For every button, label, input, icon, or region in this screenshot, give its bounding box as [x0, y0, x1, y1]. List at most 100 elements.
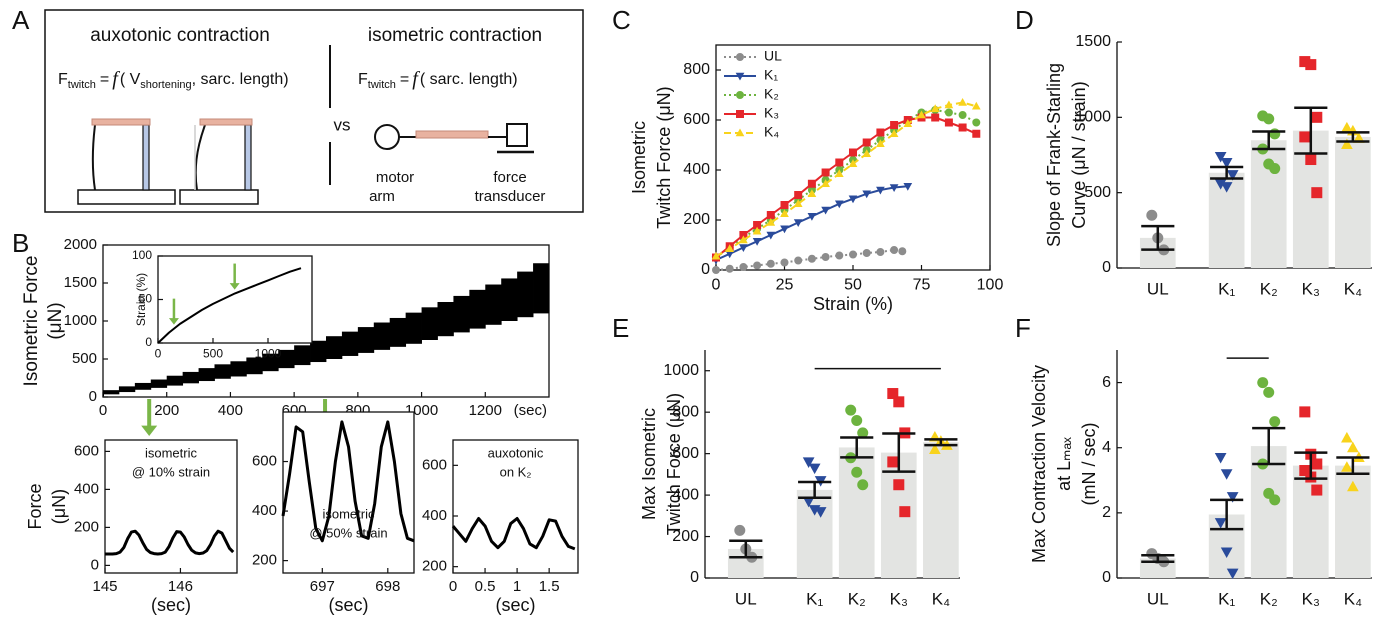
y-tick-label: 600	[672, 445, 699, 462]
x-axis-label: (sec)	[496, 595, 536, 615]
y-tick-label: 400	[422, 507, 447, 524]
y-tick-label: 0	[91, 556, 99, 573]
marker	[725, 264, 734, 273]
force-band	[421, 307, 438, 340]
y-axis-label: Strain (%)	[134, 273, 148, 326]
chart: 0 200 400 600 145 146 Force (μN) (sec) isometric @…	[25, 439, 238, 615]
force-band	[437, 302, 454, 337]
y-tick-label: 1500	[1075, 33, 1111, 50]
x-tick-label: 0.5	[475, 578, 496, 595]
bar	[1292, 465, 1329, 578]
y-tick-label: 600	[683, 111, 710, 128]
marker	[944, 108, 953, 117]
y-axis-label: Max Isometric	[639, 408, 659, 520]
marker	[793, 199, 803, 208]
x-axis-label: (sec)	[151, 595, 191, 615]
formula-sub: twitch	[68, 79, 96, 91]
y-tick-label: 100	[132, 248, 152, 262]
marker	[736, 91, 744, 99]
marker	[711, 251, 721, 260]
y-tick-label: 0	[701, 261, 710, 278]
marker	[752, 237, 762, 246]
formula-sub: twitch	[368, 79, 396, 91]
y-axis-label: Max Contraction Velocity	[1029, 365, 1049, 563]
marker	[1299, 131, 1311, 143]
x-tick-label: 698	[375, 578, 400, 595]
panel-letter: C	[612, 5, 631, 35]
marker	[780, 209, 789, 218]
chart: C 0 200 400 600 800 0 25 50 75 100 Isometric Twitch …	[612, 5, 1003, 314]
marker	[807, 179, 816, 188]
bar	[1250, 446, 1287, 578]
panel-letter: B	[12, 228, 29, 258]
y-tick-label: 200	[683, 211, 710, 228]
formula-part: , sarc. length)	[192, 71, 289, 88]
marker	[851, 466, 863, 478]
marker	[1220, 182, 1233, 193]
marker	[739, 244, 748, 253]
x-tick-label: K₂	[848, 589, 866, 608]
series-line	[157, 267, 302, 344]
marker	[1214, 452, 1227, 464]
y-tick-label: 0	[1102, 259, 1111, 276]
y-tick-label: 1500	[64, 274, 97, 291]
force-band	[214, 364, 231, 379]
error-bar	[924, 438, 958, 447]
plot-frame	[452, 439, 579, 574]
y-tick-label: 600	[252, 453, 277, 470]
marker	[1146, 209, 1158, 221]
marker	[1299, 406, 1311, 418]
marker	[898, 247, 907, 256]
annotation: auxotonic	[488, 445, 544, 460]
marker	[931, 113, 940, 122]
marker	[735, 72, 745, 81]
y-tick-label: 0	[89, 388, 97, 405]
x-tick-label: 75	[913, 276, 931, 293]
right-formula: Ftwitch = f( sarc. length)	[358, 68, 518, 91]
error-bar	[1294, 106, 1328, 155]
arrow-head	[229, 283, 240, 290]
force-band	[357, 327, 375, 353]
chart: 200 400 600 0 0.5 1 1.5(sec) auxotonic on K₂	[422, 439, 579, 615]
legend-label: K₃	[764, 105, 779, 121]
marker	[725, 244, 735, 253]
marker	[834, 200, 844, 209]
marker	[807, 254, 816, 263]
legend-label: UL	[764, 48, 782, 64]
x-tick-label: 146	[168, 578, 193, 595]
y-tick-label: 4	[1102, 439, 1111, 456]
y-tick-label: 200	[74, 518, 99, 535]
error-bar	[1336, 131, 1370, 143]
panel-letter: E	[612, 313, 629, 343]
x-tick-label: 1000	[255, 347, 282, 361]
marker	[845, 404, 857, 416]
marker	[753, 261, 762, 270]
formula-part: F	[58, 71, 68, 88]
marker	[958, 123, 967, 132]
marker	[1269, 494, 1281, 506]
force-band	[326, 336, 343, 359]
x-tick-label: K₃	[890, 589, 908, 608]
marker	[1214, 152, 1227, 163]
marker	[794, 191, 803, 199]
force-band	[453, 295, 470, 333]
error-bar	[1210, 165, 1244, 180]
force-band	[103, 393, 104, 397]
marker	[958, 97, 967, 106]
force-band	[278, 349, 295, 369]
marker	[835, 158, 844, 167]
marker	[887, 388, 899, 400]
marker	[849, 148, 857, 157]
error-bar	[798, 480, 832, 500]
left-formula: Ftwitch = f( Vshortening, sarc. length)	[58, 68, 289, 91]
x-tick-label: 1	[513, 578, 521, 595]
marker	[736, 53, 744, 61]
marker	[1305, 154, 1317, 166]
y-tick-label: 2	[1102, 504, 1111, 521]
marker	[851, 414, 863, 426]
marker	[1305, 59, 1317, 71]
force-band	[294, 345, 311, 366]
bar	[923, 442, 959, 578]
marker	[814, 507, 827, 518]
